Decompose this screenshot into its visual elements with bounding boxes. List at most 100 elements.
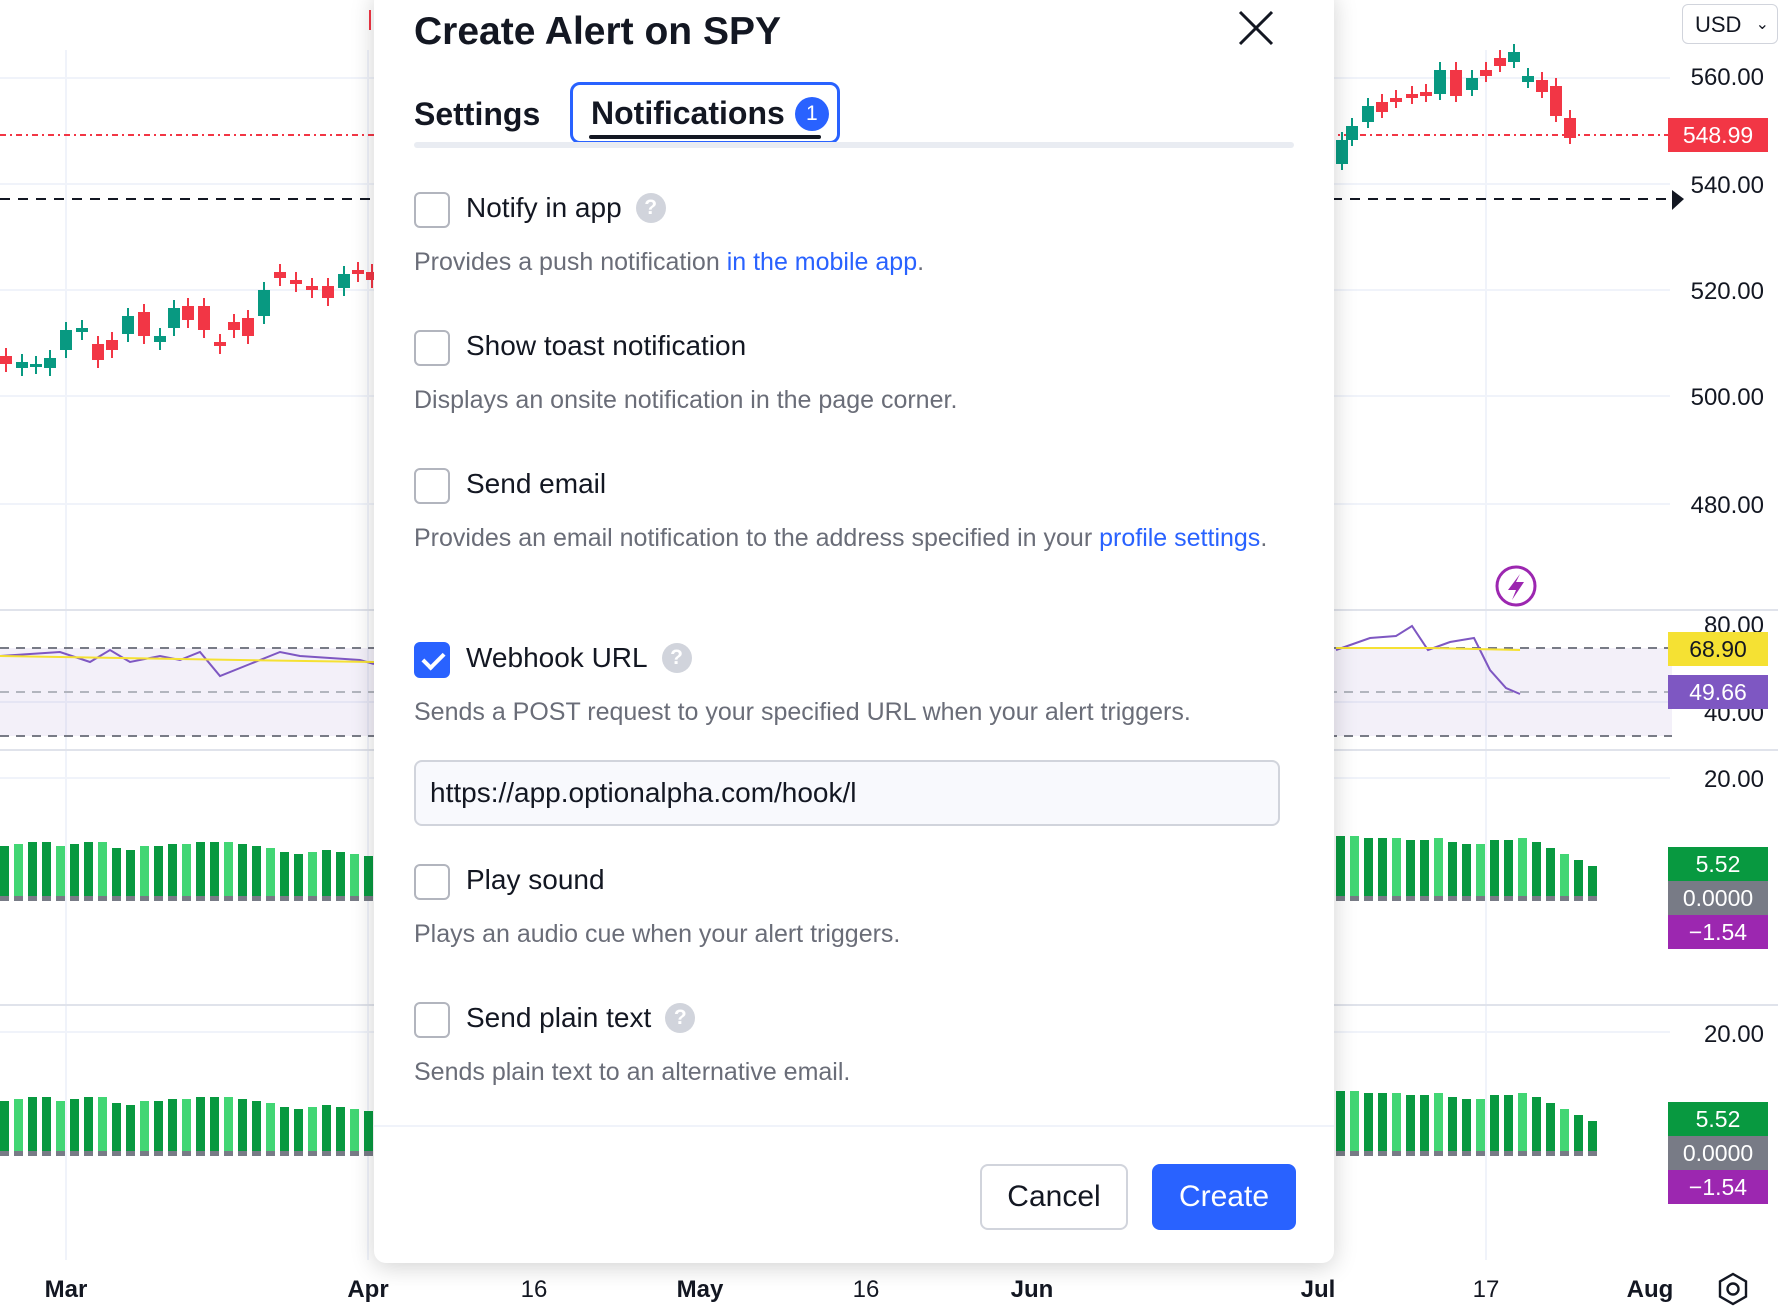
histogram-bar bbox=[84, 842, 93, 896]
option-label-wrap: Webhook URL? bbox=[466, 642, 692, 674]
description-text: Sends plain text to an alternative email… bbox=[414, 1058, 851, 1086]
option-checkbox[interactable] bbox=[414, 330, 450, 366]
candle bbox=[198, 306, 210, 330]
candle bbox=[1336, 140, 1348, 164]
price-axis-label: 540.00 bbox=[1690, 172, 1764, 199]
zero-mark bbox=[196, 1151, 205, 1156]
zero-mark bbox=[266, 896, 275, 901]
zero-mark bbox=[308, 896, 317, 901]
candle bbox=[106, 340, 118, 350]
cancel-button[interactable]: Cancel bbox=[980, 1164, 1128, 1230]
notification-option: Send email Provides an email notification… bbox=[414, 466, 1294, 556]
zero-mark bbox=[224, 1151, 233, 1156]
candle bbox=[44, 358, 56, 368]
zero-mark bbox=[14, 896, 23, 901]
histogram-bar bbox=[42, 1097, 51, 1151]
active-tab-indicator bbox=[589, 135, 821, 139]
help-icon[interactable]: ? bbox=[665, 1003, 696, 1033]
option-row[interactable]: Notify in app? bbox=[414, 190, 1294, 230]
zero-mark bbox=[84, 1151, 93, 1156]
zero-mark bbox=[1476, 1151, 1485, 1156]
option-checkbox[interactable] bbox=[414, 468, 450, 504]
close-icon[interactable] bbox=[1236, 8, 1276, 48]
zero-mark bbox=[1336, 896, 1345, 901]
zero-mark bbox=[70, 896, 79, 901]
tab-notifications[interactable]: Notifications 1 bbox=[570, 82, 840, 144]
option-row[interactable]: Play sound bbox=[414, 862, 1294, 902]
histogram-bar bbox=[1378, 838, 1387, 896]
zero-mark bbox=[1560, 1151, 1569, 1156]
option-label: Webhook URL bbox=[466, 642, 648, 673]
option-row[interactable]: Send plain text? bbox=[414, 1000, 1294, 1040]
help-icon[interactable]: ? bbox=[661, 643, 692, 673]
candle bbox=[1376, 102, 1388, 112]
zero-mark bbox=[0, 896, 9, 901]
option-checkbox[interactable] bbox=[414, 1002, 450, 1038]
webhook-url-field[interactable] bbox=[414, 760, 1280, 826]
option-checkbox[interactable] bbox=[414, 864, 450, 900]
zero-mark bbox=[1546, 1151, 1555, 1156]
gear-icon[interactable] bbox=[1716, 1272, 1750, 1306]
notification-option: Webhook URL? Sends a POST request to your… bbox=[414, 640, 1294, 730]
zero-mark bbox=[42, 1151, 51, 1156]
time-axis-label: Jun bbox=[1010, 1276, 1054, 1303]
histogram-bar bbox=[126, 850, 135, 896]
zero-mark bbox=[168, 896, 177, 901]
histogram-bar bbox=[308, 1107, 317, 1151]
currency-label: USD bbox=[1695, 12, 1742, 37]
candle bbox=[352, 270, 364, 274]
histogram-bar bbox=[112, 1103, 121, 1151]
tab-settings[interactable]: Settings bbox=[414, 96, 541, 132]
histogram-bar bbox=[210, 1097, 219, 1151]
histogram-bar bbox=[252, 846, 261, 896]
option-row[interactable]: Webhook URL? bbox=[414, 640, 1294, 680]
zero-mark bbox=[210, 896, 219, 901]
time-axis-label: Apr bbox=[347, 1276, 389, 1303]
tab-divider bbox=[414, 142, 1294, 148]
histogram-bar bbox=[1406, 840, 1415, 896]
histogram-bar bbox=[350, 1109, 359, 1151]
zero-mark bbox=[1532, 1151, 1541, 1156]
histogram-bar bbox=[1462, 844, 1471, 896]
currency-selector[interactable]: USD ⌄ bbox=[1682, 4, 1778, 44]
notification-option: Play sound Plays an audio cue when your a… bbox=[414, 862, 1294, 952]
zero-mark bbox=[224, 896, 233, 901]
osc2-value-badge: 5.52 bbox=[1668, 1102, 1768, 1136]
option-label-wrap: Show toast notification bbox=[466, 330, 746, 362]
histogram-bar bbox=[70, 1099, 79, 1151]
histogram-bar bbox=[28, 1097, 37, 1151]
option-row[interactable]: Show toast notification bbox=[414, 328, 1294, 368]
candle bbox=[138, 312, 150, 336]
zero-mark bbox=[1574, 896, 1583, 901]
create-button[interactable]: Create bbox=[1152, 1164, 1296, 1230]
option-description: Provides an email notification to the ad… bbox=[414, 520, 1294, 556]
zero-mark bbox=[1448, 896, 1457, 901]
description-link[interactable]: profile settings bbox=[1099, 524, 1261, 552]
description-text: Displays an onsite notification in the p… bbox=[414, 386, 958, 414]
option-checkbox[interactable] bbox=[414, 192, 450, 228]
histogram-bar bbox=[308, 852, 317, 896]
zero-mark bbox=[1504, 1151, 1513, 1156]
option-row[interactable]: Send email bbox=[414, 466, 1294, 506]
zero-mark bbox=[0, 1151, 9, 1156]
candle bbox=[338, 274, 350, 288]
tab-notifications-label: Notifications bbox=[591, 95, 785, 131]
osc1-axis-label: 20.00 bbox=[1703, 766, 1764, 793]
candle bbox=[60, 330, 72, 350]
webhook-url-input[interactable] bbox=[430, 762, 1266, 824]
option-label: Send email bbox=[466, 468, 607, 499]
description-text: . bbox=[1260, 524, 1268, 552]
histogram-bar bbox=[154, 846, 163, 896]
zero-mark bbox=[1406, 1151, 1415, 1156]
candle bbox=[1480, 70, 1492, 76]
candle bbox=[258, 290, 270, 316]
description-link[interactable]: in the mobile app bbox=[726, 248, 918, 276]
histogram-bar bbox=[154, 1101, 163, 1151]
zero-mark bbox=[42, 896, 51, 901]
help-icon[interactable]: ? bbox=[635, 193, 666, 223]
zero-mark bbox=[1350, 896, 1359, 901]
zero-mark bbox=[336, 896, 345, 901]
histogram-bar bbox=[1364, 838, 1373, 896]
histogram-bar bbox=[98, 842, 107, 896]
option-checkbox[interactable] bbox=[414, 642, 450, 678]
